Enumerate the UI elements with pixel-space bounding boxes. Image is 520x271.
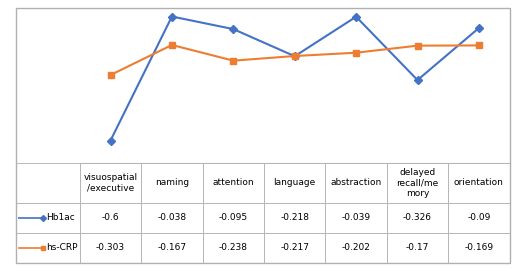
Text: visuospatial
/executive: visuospatial /executive (83, 173, 138, 192)
Hb1ac (476, 26, 482, 30)
Bar (16, 203, 80, 233)
Hb1ac (169, 15, 175, 18)
Text: -0.6: -0.6 (102, 213, 119, 222)
Text: -0.17: -0.17 (406, 243, 429, 252)
Hb1ac (108, 139, 114, 142)
hs-CRP (414, 44, 421, 47)
Text: attention: attention (213, 178, 254, 187)
Bar (203, 203, 264, 233)
Bar (326, 163, 387, 203)
Text: -0.218: -0.218 (280, 213, 309, 222)
Bar (264, 203, 326, 233)
Line: Hb1ac: Hb1ac (108, 14, 482, 143)
Bar (326, 203, 387, 233)
Bar (387, 163, 448, 203)
Bar (141, 233, 203, 263)
Bar (264, 233, 326, 263)
Bar (448, 233, 510, 263)
Text: -0.303: -0.303 (96, 243, 125, 252)
Text: -0.038: -0.038 (158, 213, 187, 222)
Text: hs-CRP: hs-CRP (46, 243, 78, 252)
Bar (80, 163, 141, 203)
Text: delayed
recall/me
mory: delayed recall/me mory (396, 168, 439, 198)
hs-CRP (476, 44, 482, 47)
Bar (326, 233, 387, 263)
Bar (16, 163, 80, 203)
Hb1ac (230, 27, 237, 31)
Hb1ac (353, 15, 359, 18)
Bar (264, 163, 326, 203)
Text: -0.167: -0.167 (158, 243, 187, 252)
Bar (80, 203, 141, 233)
Text: -0.09: -0.09 (467, 213, 490, 222)
Bar (80, 233, 141, 263)
Bar (387, 233, 448, 263)
hs-CRP (292, 54, 298, 58)
Bar (16, 233, 80, 263)
hs-CRP (353, 51, 359, 54)
Line: hs-CRP: hs-CRP (108, 42, 482, 78)
Text: naming: naming (155, 178, 189, 187)
Bar (141, 163, 203, 203)
hs-CRP (108, 73, 114, 77)
Text: -0.039: -0.039 (342, 213, 371, 222)
Text: -0.095: -0.095 (219, 213, 248, 222)
Text: -0.202: -0.202 (342, 243, 371, 252)
Bar (203, 163, 264, 203)
Bar (387, 203, 448, 233)
Bar (448, 163, 510, 203)
Text: Hb1ac: Hb1ac (46, 213, 75, 222)
Hb1ac (292, 55, 298, 58)
Bar (203, 233, 264, 263)
Text: orientation: orientation (454, 178, 504, 187)
Hb1ac (414, 78, 421, 82)
Text: abstraction: abstraction (331, 178, 382, 187)
Text: -0.217: -0.217 (280, 243, 309, 252)
hs-CRP (169, 43, 175, 47)
Bar (141, 203, 203, 233)
hs-CRP (230, 59, 237, 62)
Text: -0.238: -0.238 (219, 243, 248, 252)
Text: -0.169: -0.169 (464, 243, 493, 252)
Text: -0.326: -0.326 (403, 213, 432, 222)
Bar (448, 203, 510, 233)
Text: language: language (274, 178, 316, 187)
